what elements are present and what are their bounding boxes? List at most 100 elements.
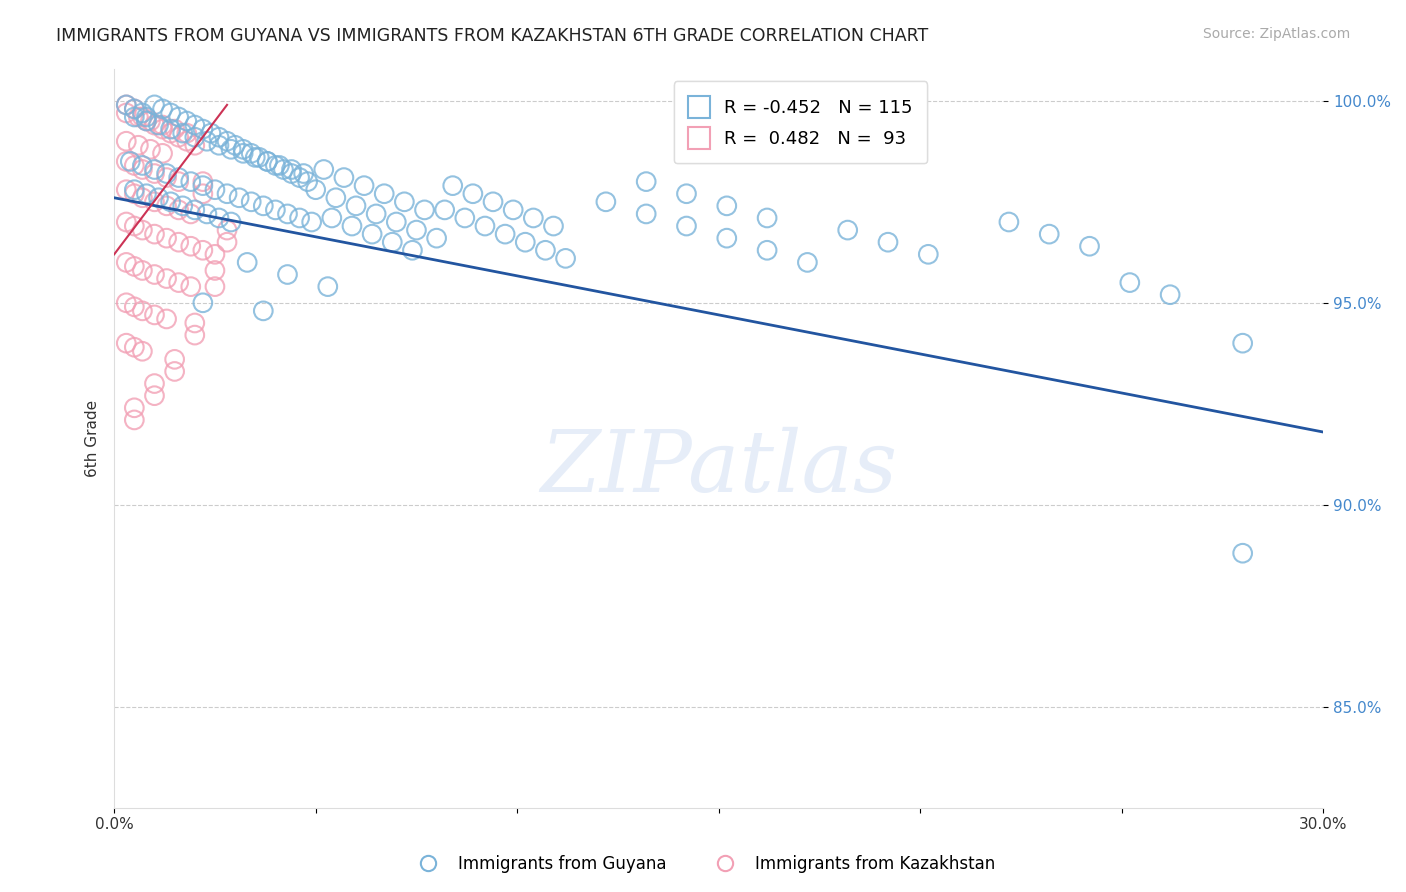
Point xyxy=(494,227,516,241)
Point xyxy=(176,114,198,128)
Point xyxy=(184,328,207,343)
Point xyxy=(502,202,524,217)
Point xyxy=(139,142,162,156)
Point xyxy=(232,146,254,161)
Point xyxy=(191,178,214,193)
Point xyxy=(115,295,138,310)
Point xyxy=(401,244,423,258)
Point xyxy=(1159,287,1181,301)
Point xyxy=(522,211,544,225)
Point xyxy=(131,304,153,318)
Point xyxy=(288,170,311,185)
Point xyxy=(124,401,146,415)
Point xyxy=(180,239,202,253)
Point xyxy=(1078,239,1101,253)
Point xyxy=(340,219,363,233)
Point xyxy=(675,219,697,233)
Point xyxy=(321,211,343,225)
Point xyxy=(325,191,347,205)
Point xyxy=(180,207,202,221)
Point xyxy=(219,215,242,229)
Point xyxy=(1232,546,1254,560)
Point xyxy=(159,122,181,136)
Point xyxy=(1038,227,1060,241)
Point xyxy=(208,211,231,225)
Point xyxy=(115,98,138,112)
Point xyxy=(152,102,174,116)
Point xyxy=(143,389,166,403)
Point xyxy=(115,154,138,169)
Point xyxy=(124,300,146,314)
Point xyxy=(195,207,218,221)
Point xyxy=(273,162,295,177)
Point xyxy=(195,134,218,148)
Point xyxy=(131,110,153,124)
Point xyxy=(276,207,298,221)
Point xyxy=(215,223,238,237)
Point xyxy=(143,376,166,391)
Point xyxy=(366,207,388,221)
Point xyxy=(115,134,138,148)
Point xyxy=(131,263,153,277)
Point xyxy=(135,114,157,128)
Point xyxy=(155,167,177,181)
Point xyxy=(1232,336,1254,351)
Point xyxy=(288,211,311,225)
Point xyxy=(184,138,207,153)
Point xyxy=(143,268,166,282)
Text: ZIPatlas: ZIPatlas xyxy=(540,426,897,509)
Point xyxy=(247,150,270,164)
Y-axis label: 6th Grade: 6th Grade xyxy=(86,400,100,476)
Point xyxy=(301,215,323,229)
Point xyxy=(381,235,404,250)
Point xyxy=(167,130,190,145)
Point xyxy=(482,194,505,209)
Point xyxy=(115,106,138,120)
Point xyxy=(135,110,157,124)
Point xyxy=(184,130,207,145)
Legend: R = -0.452   N = 115, R =  0.482   N =  93: R = -0.452 N = 115, R = 0.482 N = 93 xyxy=(673,81,928,163)
Point xyxy=(716,231,738,245)
Point xyxy=(353,178,375,193)
Point xyxy=(441,178,464,193)
Point xyxy=(1119,276,1142,290)
Point xyxy=(167,170,190,185)
Point xyxy=(461,186,484,201)
Point xyxy=(159,126,181,140)
Point xyxy=(131,191,153,205)
Point xyxy=(124,183,146,197)
Point xyxy=(143,98,166,112)
Point xyxy=(167,276,190,290)
Point xyxy=(269,158,291,172)
Point xyxy=(115,98,138,112)
Point xyxy=(252,199,274,213)
Point xyxy=(152,146,174,161)
Point xyxy=(236,255,259,269)
Point xyxy=(276,268,298,282)
Point xyxy=(716,199,738,213)
Point xyxy=(131,344,153,359)
Point xyxy=(131,158,153,172)
Point xyxy=(184,118,207,132)
Point xyxy=(280,167,302,181)
Point xyxy=(756,211,779,225)
Point xyxy=(385,215,408,229)
Point xyxy=(219,142,242,156)
Point xyxy=(208,130,231,145)
Point xyxy=(636,207,658,221)
Point xyxy=(172,126,194,140)
Point xyxy=(124,413,146,427)
Point xyxy=(595,194,617,209)
Point xyxy=(917,247,939,261)
Point xyxy=(433,202,456,217)
Point xyxy=(124,158,146,172)
Point xyxy=(176,134,198,148)
Point xyxy=(124,102,146,116)
Point xyxy=(155,271,177,285)
Point xyxy=(155,312,177,326)
Point xyxy=(280,162,302,177)
Point xyxy=(124,219,146,233)
Point xyxy=(124,110,146,124)
Point xyxy=(127,138,149,153)
Point xyxy=(252,304,274,318)
